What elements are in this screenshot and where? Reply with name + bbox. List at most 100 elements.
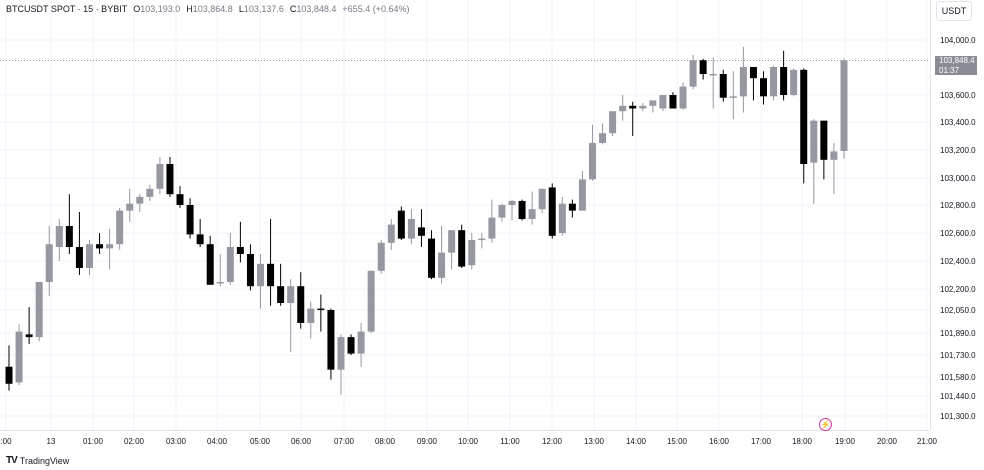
- bar-countdown: 01:37: [939, 65, 960, 75]
- candle-body: [790, 69, 798, 95]
- tradingview-branding[interactable]: TV TradingView: [6, 455, 69, 466]
- price-tick-label: 101,440.0: [940, 392, 976, 401]
- candle-body: [438, 252, 446, 278]
- candle-body: [800, 69, 808, 164]
- candle-body: [749, 67, 757, 79]
- currency-button[interactable]: USDT: [936, 1, 972, 21]
- candle-body: [609, 111, 617, 134]
- price-tick-label: 102,600.0: [940, 229, 976, 238]
- candle-body: [709, 74, 717, 76]
- time-tick-label: 03:00: [166, 437, 187, 446]
- open-value: 103,193.0: [140, 4, 181, 14]
- time-tick-label: 01:00: [83, 437, 104, 446]
- candle-body: [458, 230, 466, 267]
- candle-body: [568, 203, 576, 211]
- last-price-badge: 103,848.4 01:37: [935, 56, 977, 75]
- candle-body: [699, 60, 707, 74]
- time-tick-label: 16:00: [709, 437, 730, 446]
- time-tick-label: 07:00: [334, 437, 355, 446]
- price-tick-label: 102,200.0: [940, 285, 976, 294]
- time-tick-label: 20:00: [877, 437, 898, 446]
- candle-body: [337, 337, 345, 370]
- time-tick-label: 02:00: [124, 437, 145, 446]
- high-label: H: [186, 4, 193, 14]
- candle-body: [367, 270, 375, 332]
- candle-body: [508, 200, 516, 205]
- candle-body: [267, 263, 275, 287]
- tradingview-logo-icon: TV: [6, 455, 18, 466]
- candle-body: [65, 226, 73, 247]
- candle-body: [729, 96, 737, 98]
- time-tick-label: 11:00: [500, 437, 520, 446]
- symbol-title[interactable]: BTCUSDT SPOT · 15 · BYBIT: [6, 4, 128, 14]
- candle-body: [780, 67, 788, 95]
- time-tick-label: 15:00: [667, 437, 688, 446]
- candle-body: [478, 238, 486, 241]
- time-tick-label: 12:00: [542, 437, 563, 446]
- time-tick-label: 08:00: [375, 437, 396, 446]
- high-value: 103,864.8: [192, 4, 233, 14]
- candle-body: [136, 196, 144, 204]
- last-price-value: 103,848.4: [939, 56, 975, 65]
- candle-body: [649, 100, 657, 106]
- candle-body: [488, 217, 496, 239]
- candle-body: [498, 205, 506, 218]
- candle-body: [257, 263, 264, 287]
- candle-body: [619, 105, 627, 112]
- candle-body: [558, 203, 566, 233]
- candle-body: [448, 230, 456, 253]
- time-tick-label: 09:00: [417, 437, 438, 446]
- candle-body: [397, 210, 405, 239]
- time-tick-label: 05:00: [250, 437, 271, 446]
- candle-body: [15, 331, 23, 383]
- candle-body: [307, 308, 315, 323]
- time-tick-label: 14:00: [626, 437, 647, 446]
- price-tick-label: 101,730.0: [940, 351, 976, 360]
- candle-body: [468, 240, 476, 266]
- candle-body: [407, 219, 415, 239]
- candle-body: [669, 95, 677, 109]
- lightning-icon[interactable]: ⚡: [819, 418, 832, 431]
- low-value: 103,137.6: [243, 4, 284, 14]
- candle-body: [85, 244, 93, 268]
- candle-body: [166, 164, 174, 195]
- candle-body: [760, 78, 767, 97]
- candle-body: [176, 194, 184, 205]
- candle-body: [116, 210, 124, 245]
- candle-body: [387, 224, 395, 243]
- candle-body: [417, 227, 425, 236]
- candle-body: [357, 331, 365, 354]
- time-tick-label: 13:00: [584, 437, 605, 446]
- time-tick-label: :00: [0, 437, 12, 446]
- candle-body: [96, 244, 104, 249]
- price-tick-label: 101,580.0: [940, 373, 976, 382]
- candle-body: [317, 308, 325, 311]
- price-tick-label: 101,300.0: [940, 412, 976, 421]
- close-label: C: [289, 4, 297, 14]
- candle-body: [226, 247, 234, 282]
- tradingview-brand: TradingView: [19, 455, 70, 466]
- candle-body: [810, 120, 818, 163]
- candle-body: [75, 247, 83, 268]
- candle-body: [277, 286, 285, 303]
- candle-body: [770, 67, 778, 97]
- price-tick-label: 102,400.0: [940, 257, 976, 266]
- candle-body: [820, 120, 828, 160]
- time-tick-label: 17:00: [751, 437, 772, 446]
- candle-body: [297, 286, 305, 323]
- time-tick-label: 19:00: [835, 437, 856, 446]
- candle-body: [146, 188, 154, 197]
- candle-body: [196, 234, 204, 245]
- low-label: L: [238, 4, 244, 14]
- candle-body: [377, 242, 385, 271]
- candle-body: [327, 310, 335, 370]
- candle-body: [689, 60, 697, 87]
- candle-body: [629, 105, 637, 109]
- time-tick-label: 04:00: [207, 437, 228, 446]
- price-tick-label: 102,050.0: [940, 306, 976, 315]
- candle-body: [719, 74, 727, 98]
- candle-body: [25, 334, 33, 338]
- candle-body: [106, 244, 114, 249]
- candle-body: [639, 105, 647, 109]
